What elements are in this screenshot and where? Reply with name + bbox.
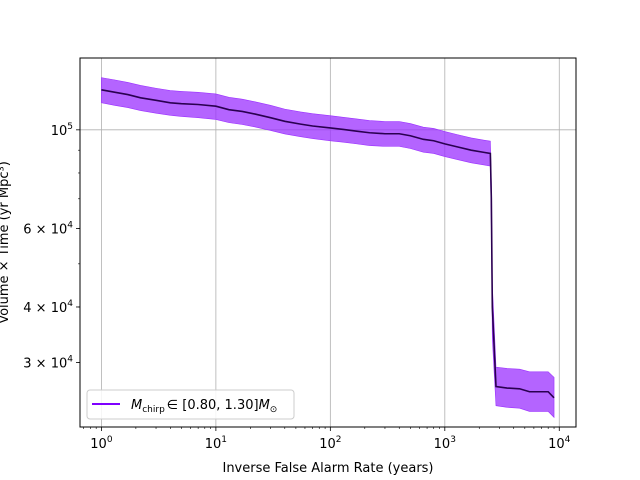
y-tick-label: 6 × 104: [23, 221, 73, 238]
y-tick-label: 3 × 104: [23, 355, 73, 372]
series-lines: [101, 89, 555, 399]
x-tick-label: 103: [434, 435, 456, 452]
y-tick-label: 4 × 104: [23, 299, 73, 316]
x-axis-label: Inverse False Alarm Rate (years): [222, 461, 433, 476]
y-axis-label: Volume × Time (yr Mpc³): [0, 161, 12, 324]
legend-box: [86, 389, 295, 420]
confidence-band: [101, 77, 555, 419]
y-tick-label: 105: [51, 122, 73, 139]
series-line: [101, 89, 555, 399]
legend: Mchirp ∈ [0.80, 1.30]M⊙: [86, 389, 295, 420]
plot-frame: [79, 57, 577, 428]
x-tick-label: 104: [548, 435, 571, 452]
x-tick-label: 102: [319, 435, 341, 452]
axis-ticks: 100 101 102 103 104 3 × 104 4 × 104 6 × 104 105: [23, 122, 570, 452]
x-tick-label: 100: [90, 435, 113, 452]
confidence-bands: [101, 77, 555, 419]
x-tick-label: 101: [205, 435, 227, 452]
legend-label: Mchirp ∈ [0.80, 1.30]M⊙: [131, 398, 277, 415]
